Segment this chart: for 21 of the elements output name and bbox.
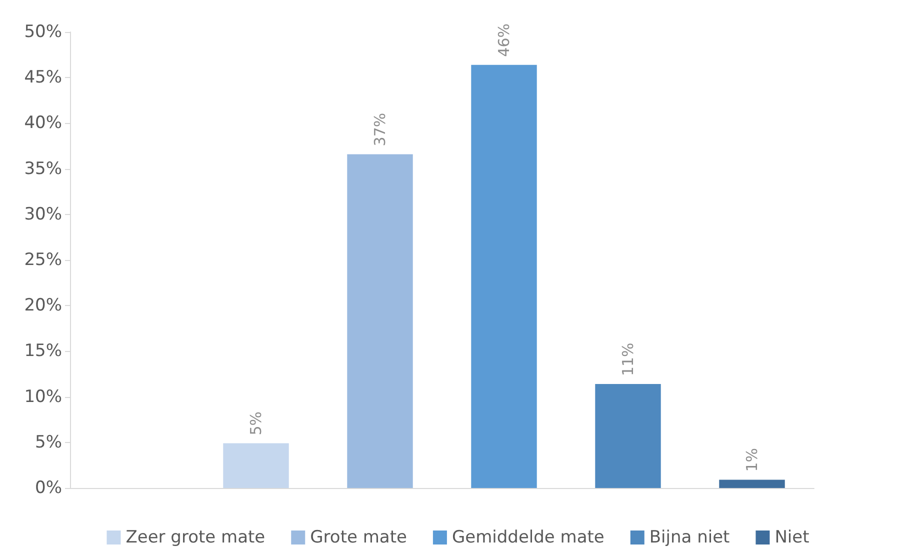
y-tick-label: 35%: [24, 158, 62, 179]
legend-label: Grote mate: [310, 528, 407, 548]
data-label: 1%: [743, 448, 761, 472]
legend-label: Gemiddelde mate: [452, 528, 604, 548]
y-tick-label: 40%: [24, 113, 62, 134]
legend-label: Zeer grote mate: [126, 528, 266, 548]
y-tick-label: 30%: [24, 204, 62, 224]
y-tick-label: 20%: [24, 296, 62, 316]
y-tick-label: 5%: [35, 432, 62, 452]
data-label: 37%: [371, 112, 389, 146]
y-tick-label: 45%: [24, 68, 62, 88]
data-label: 5%: [247, 412, 265, 436]
y-tick-label: 15%: [24, 341, 62, 362]
y-tick-label: 0%: [35, 478, 62, 498]
legend-label: Bijna niet: [649, 528, 730, 548]
y-tick-label: 50%: [24, 22, 62, 42]
y-tick-label: 25%: [24, 250, 62, 270]
legend-label: Niet: [774, 528, 810, 548]
data-label: 11%: [619, 342, 637, 376]
data-label: 46%: [495, 23, 513, 57]
y-tick-label: 10%: [24, 386, 62, 407]
